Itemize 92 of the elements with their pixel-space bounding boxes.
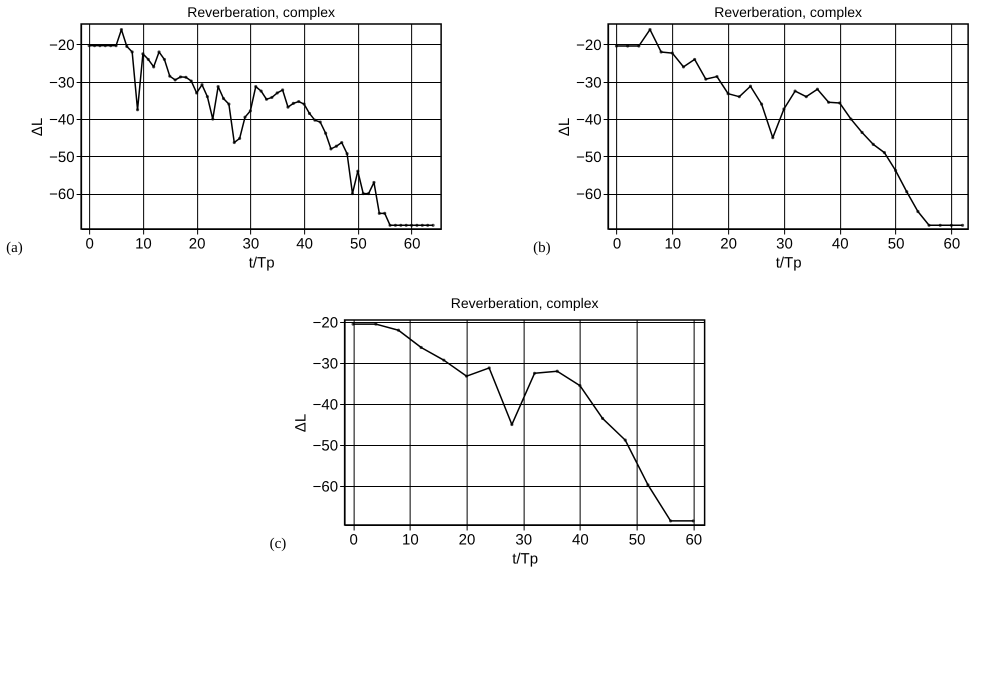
point (794, 90, 797, 93)
y-tick-label: −40 (576, 112, 602, 129)
y-tick-label: −50 (576, 148, 602, 166)
y-tick-label: −60 (312, 478, 338, 496)
x-tick-label: 60 (404, 236, 420, 252)
point (442, 358, 446, 362)
y-tick-label: −40 (49, 112, 75, 129)
y-axis-title: ΔL (292, 414, 310, 432)
x-axis-title: t/Tp (248, 254, 275, 272)
x-tick-label: 0 (349, 532, 358, 548)
text: (b) (533, 240, 551, 256)
point (715, 74, 719, 78)
x-tick-label: 10 (664, 236, 682, 252)
y-axis-title: ΔL (556, 118, 574, 136)
x-axis-title: t/Tp (776, 254, 802, 272)
point (693, 58, 696, 61)
point (738, 95, 741, 98)
y-tick-label: −20 (576, 37, 602, 54)
point (782, 107, 786, 111)
point (872, 142, 875, 146)
x-tick-label: 30 (242, 236, 260, 252)
x-tick-label: 10 (402, 532, 419, 548)
x-tick-label: 0 (612, 236, 622, 252)
text: (c) (270, 536, 286, 552)
point (420, 346, 423, 350)
x-tick-label: 40 (572, 532, 589, 548)
chart-title: Reverberation, complex (450, 295, 599, 312)
point (726, 92, 730, 96)
x-tick-label: 60 (685, 532, 702, 548)
point (352, 322, 355, 326)
point (771, 136, 774, 140)
x-tick-label: 10 (135, 236, 152, 252)
y-tick-label: −20 (49, 37, 75, 54)
point (849, 117, 852, 121)
point (748, 84, 752, 88)
point (804, 95, 808, 98)
point (682, 65, 686, 68)
point (704, 78, 708, 81)
y-axis-title: ΔL (29, 118, 46, 136)
point (600, 416, 604, 420)
point (950, 224, 953, 227)
point (624, 438, 627, 442)
y-tick-label: −50 (312, 438, 338, 455)
x-tick-label: 50 (888, 236, 904, 252)
y-tick-label: −40 (312, 396, 338, 414)
point (894, 168, 898, 172)
point (374, 322, 378, 326)
y-tick-label: −60 (576, 186, 602, 204)
chart-title: Reverberation, complex (187, 4, 336, 20)
y-tick-label: −30 (312, 356, 338, 373)
point (960, 224, 964, 227)
y-tick-label: −30 (49, 74, 75, 92)
x-tick-label: 30 (776, 236, 793, 252)
x-tick-label: 30 (515, 532, 532, 548)
point (396, 328, 400, 332)
point (556, 370, 559, 373)
point (827, 100, 830, 104)
point (816, 88, 820, 91)
point (669, 519, 672, 522)
x-tick-label: 20 (720, 236, 737, 252)
chart-title: Reverberation, complex (714, 4, 862, 20)
point (648, 28, 652, 32)
y-tick-label: −60 (49, 186, 75, 204)
x-axis-title: t/Tp (512, 550, 538, 568)
point (578, 384, 582, 388)
x-tick-label: 20 (458, 532, 476, 548)
point (905, 190, 908, 194)
point (464, 374, 468, 378)
y-tick-label: −50 (49, 148, 75, 166)
point (488, 366, 491, 370)
text: (a) (6, 240, 23, 256)
point (692, 519, 695, 522)
x-tick-label: 60 (944, 236, 960, 252)
point (760, 102, 764, 106)
point (532, 372, 536, 375)
point (938, 224, 942, 227)
point (646, 483, 650, 486)
x-tick-label: 40 (832, 236, 849, 252)
point (838, 101, 842, 105)
point (860, 130, 864, 134)
point (882, 151, 886, 154)
x-tick-label: 50 (628, 532, 646, 548)
x-tick-label: 40 (296, 236, 313, 252)
point (927, 224, 931, 227)
x-tick-label: 50 (350, 236, 367, 252)
y-tick-label: −20 (312, 314, 338, 332)
point (916, 210, 920, 214)
x-tick-label: 20 (188, 236, 206, 252)
y-tick-label: −30 (576, 74, 602, 92)
x-tick-label: 0 (86, 236, 94, 252)
point (660, 50, 663, 54)
point (670, 51, 674, 55)
